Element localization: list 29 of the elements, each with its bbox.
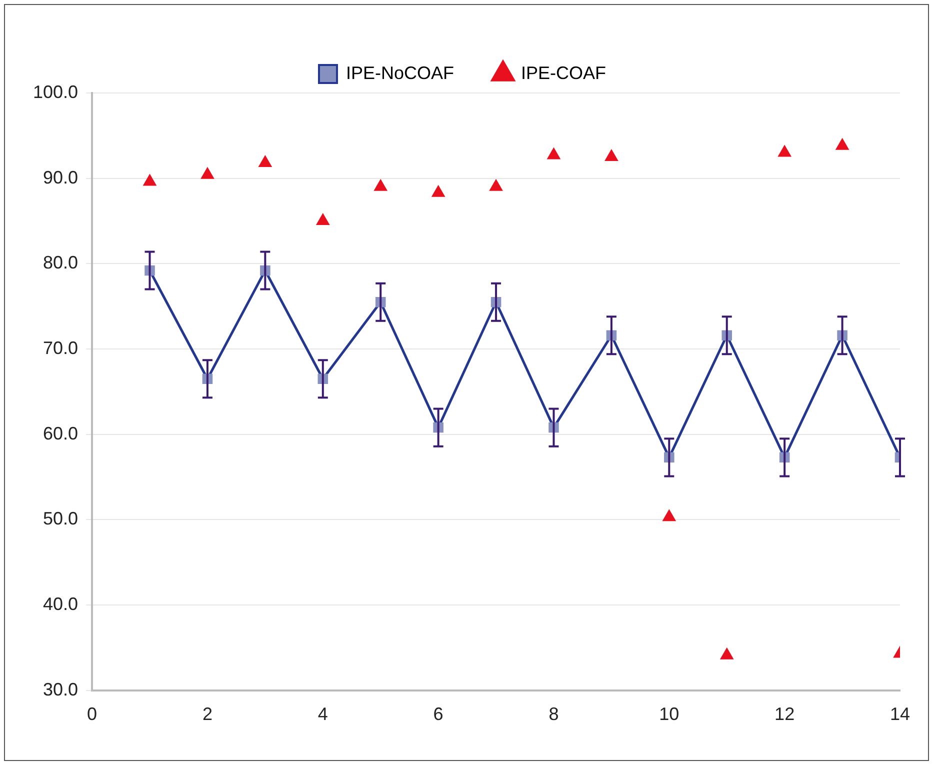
point bbox=[547, 148, 560, 160]
y-tick-label: 30.0 bbox=[42, 679, 78, 700]
point bbox=[200, 167, 214, 179]
y-tick-label: 40.0 bbox=[42, 594, 78, 614]
point bbox=[836, 138, 849, 150]
point bbox=[316, 214, 330, 226]
point bbox=[489, 179, 503, 191]
x-tick-label: 2 bbox=[202, 704, 212, 724]
point bbox=[778, 145, 792, 157]
point bbox=[604, 150, 618, 162]
x-tick-label: 8 bbox=[548, 704, 559, 724]
y-tick-label: 90.0 bbox=[42, 167, 78, 188]
y-tick-label: 80.0 bbox=[42, 252, 78, 273]
point bbox=[374, 179, 388, 191]
point bbox=[432, 185, 445, 197]
y-tick-label: 70.0 bbox=[42, 338, 78, 358]
point bbox=[143, 174, 156, 186]
x-tick-label: 6 bbox=[433, 704, 444, 724]
y-tick-label: 60.0 bbox=[42, 423, 78, 444]
x-tick-label: 0 bbox=[87, 704, 98, 724]
point bbox=[258, 155, 272, 167]
y-tick-label: 100.0 bbox=[32, 82, 78, 102]
legend-label: IPE-NoCOAF bbox=[346, 62, 454, 83]
y-tick-label: 50.0 bbox=[42, 508, 78, 529]
x-tick-label: 12 bbox=[774, 704, 795, 724]
x-tick-label: 4 bbox=[318, 704, 328, 724]
x-tick-label: 10 bbox=[659, 704, 680, 724]
legend-label: IPE-COAF bbox=[521, 62, 606, 83]
x-tick-label: 14 bbox=[890, 704, 910, 724]
